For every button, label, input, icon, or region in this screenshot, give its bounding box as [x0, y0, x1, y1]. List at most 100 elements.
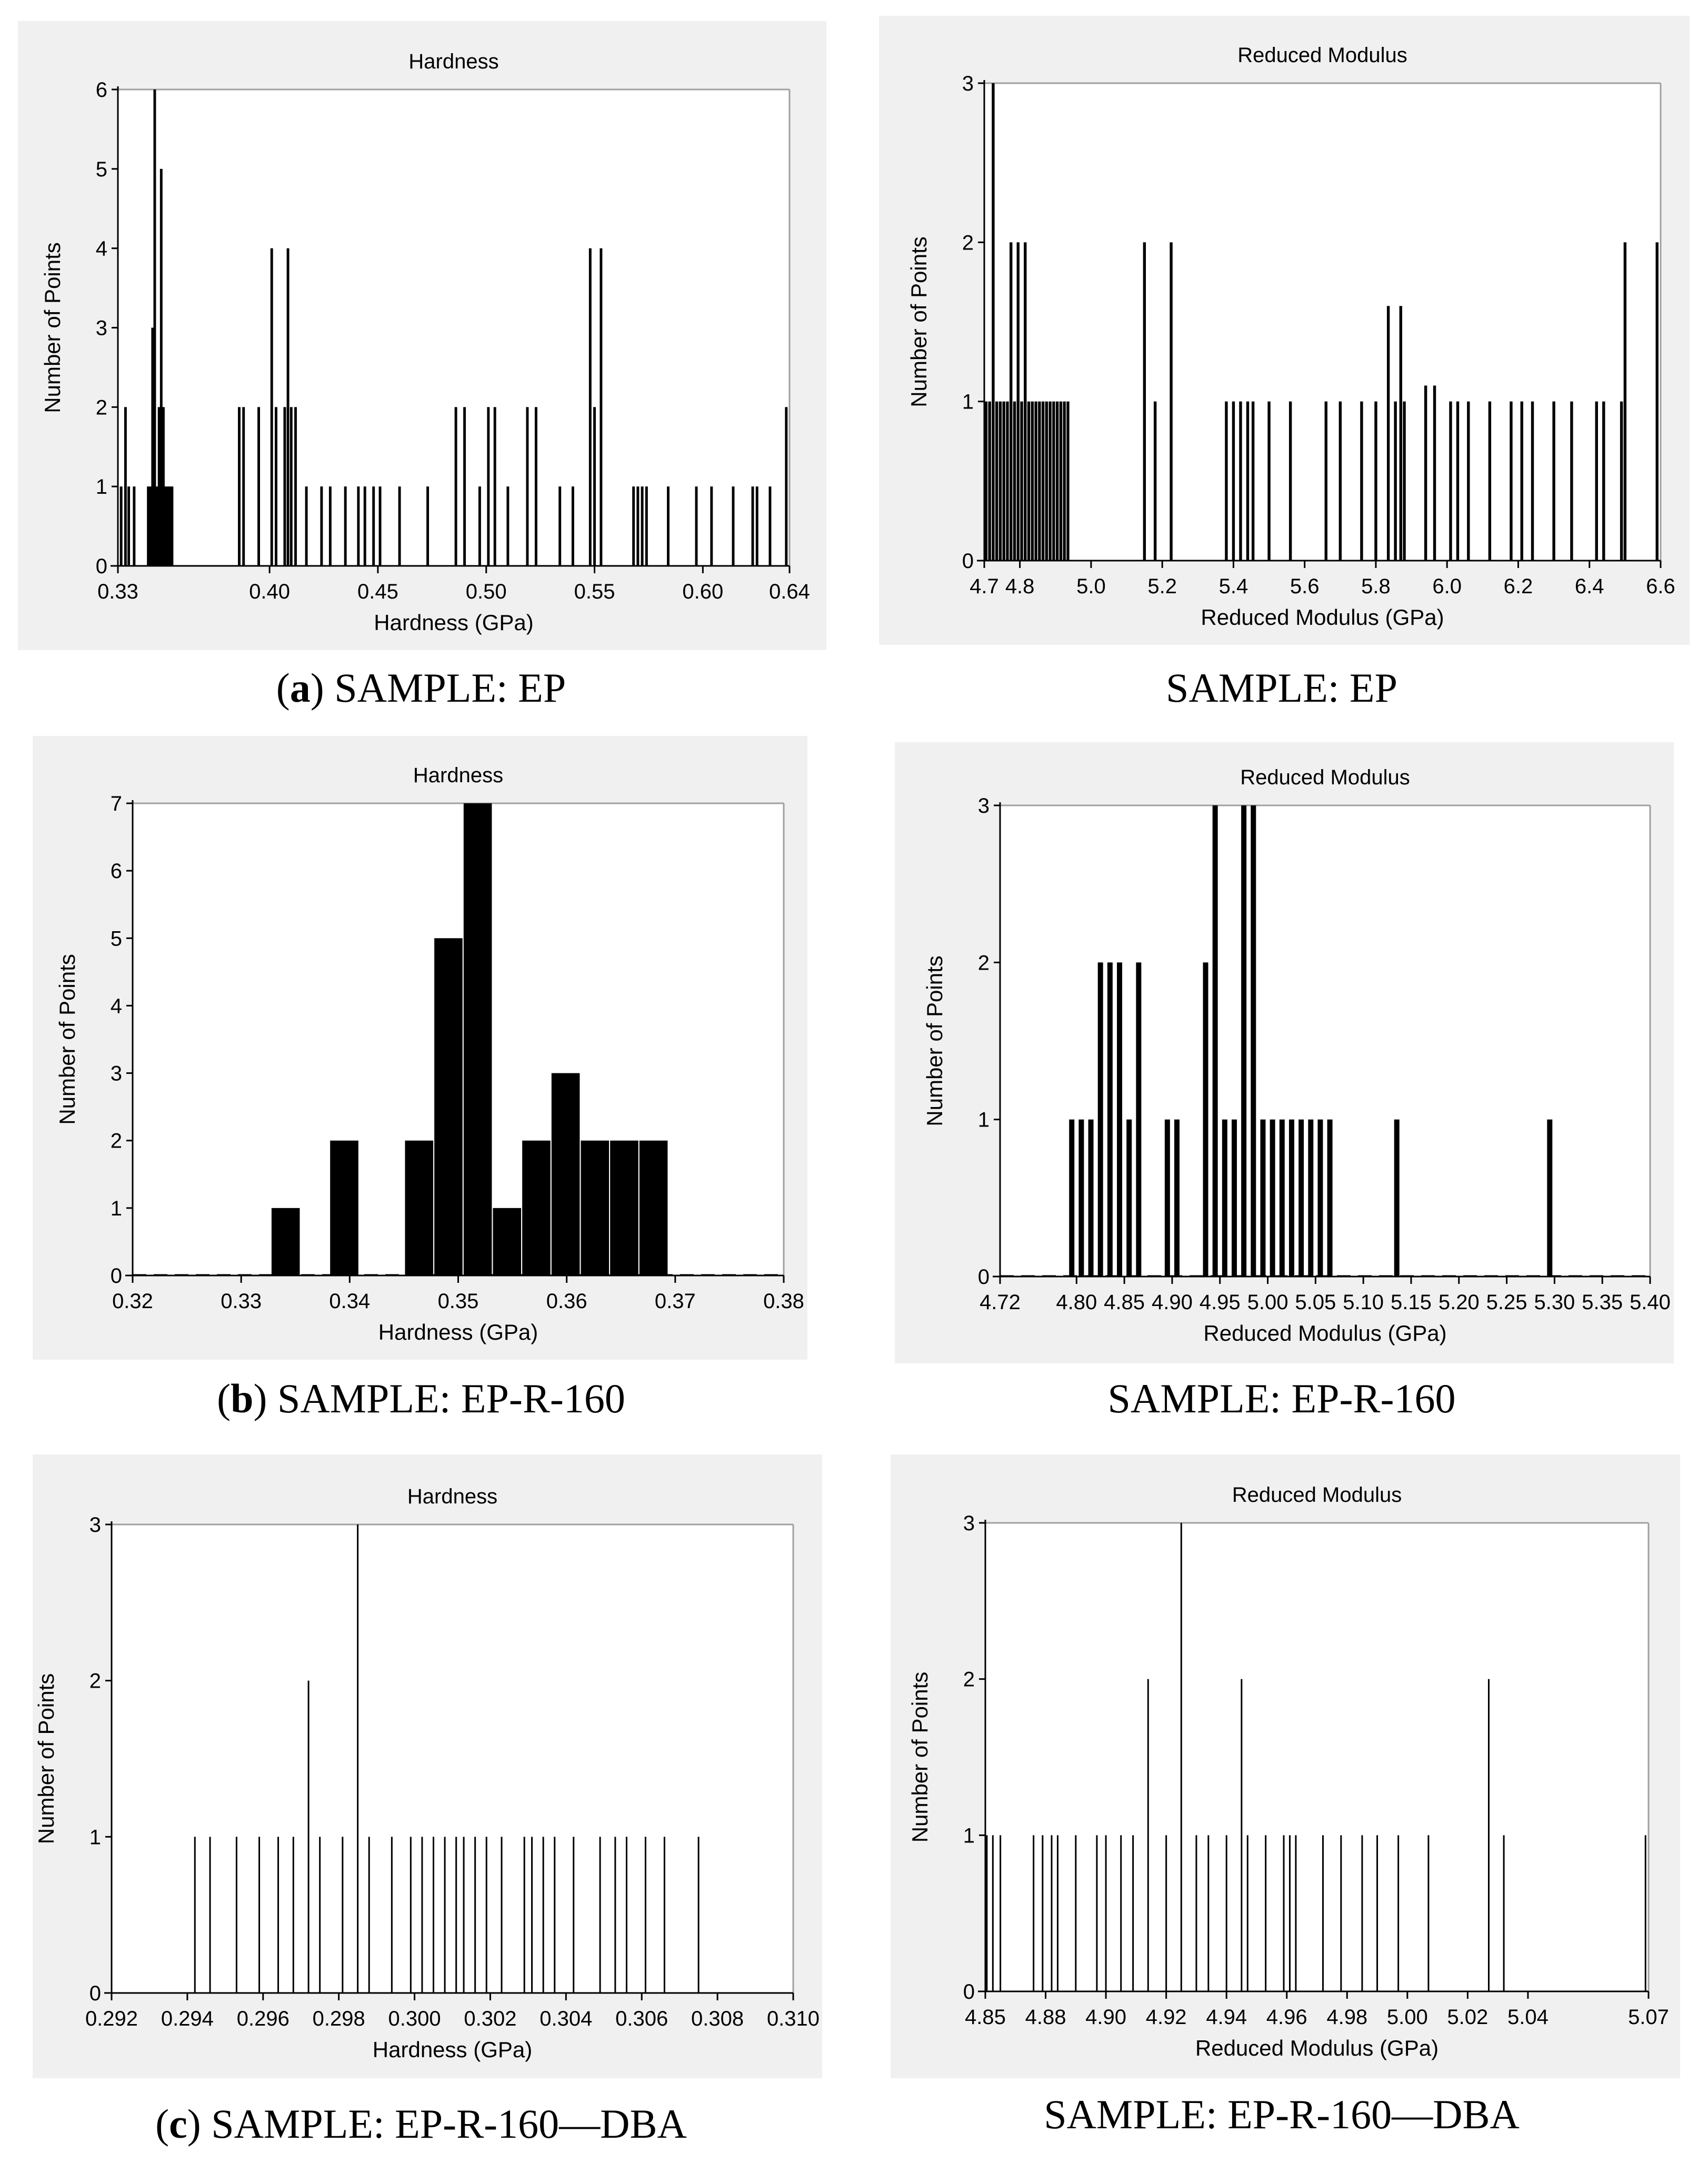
bar: [1052, 401, 1055, 561]
bar: [344, 486, 347, 566]
bar: [1289, 1835, 1291, 1991]
bar: [992, 83, 995, 561]
bar: [1010, 242, 1013, 561]
bar: [1107, 962, 1113, 1277]
bar: [1078, 1119, 1084, 1277]
histogram-modulus-ep: Reduced Modulus 0 1 2 3 4.7 4.8 5.0 5.2 5.4 5.6 5.8…: [879, 16, 1690, 645]
x-tick-label: 5.00: [1247, 1291, 1289, 1314]
x-tick-label: 5.0: [1076, 575, 1106, 598]
y-tick-label: 2: [89, 1670, 101, 1693]
y-tick-label: 1: [111, 1197, 122, 1220]
bar: [554, 1837, 556, 1993]
bar: [1132, 1835, 1134, 1991]
bar: [1487, 1679, 1490, 1991]
bar: [426, 486, 430, 566]
bar: [1340, 1835, 1342, 1991]
bar: [1289, 401, 1292, 561]
bar: [599, 1837, 601, 1993]
bar: [1308, 1119, 1314, 1277]
bar: [289, 407, 293, 566]
bar: [1033, 1835, 1035, 1991]
bar: [1241, 805, 1247, 1277]
chart-title: Hardness: [408, 50, 498, 73]
bar: [1024, 242, 1027, 561]
x-tick-label: 5.04: [1507, 2006, 1549, 2029]
bar: [493, 1208, 522, 1275]
bar: [493, 407, 496, 566]
y-axis-label: Number of Points: [922, 955, 947, 1126]
y-axis-label: Number of Points: [40, 242, 65, 413]
x-tick-label: 6.2: [1504, 575, 1533, 598]
bar: [1195, 1835, 1197, 1991]
bar: [157, 407, 161, 566]
bar: [1075, 1835, 1077, 1991]
plot-area: [1000, 805, 1650, 1277]
x-tick-label: 5.8: [1361, 575, 1391, 598]
y-tick-label: 3: [963, 1512, 975, 1535]
bar: [283, 407, 286, 566]
bar: [209, 1837, 211, 1993]
x-tick-label: 5.07: [1628, 2006, 1669, 2029]
bar: [1027, 401, 1031, 561]
x-tick-label: 5.10: [1343, 1291, 1384, 1314]
bar: [1180, 1523, 1182, 1991]
caption-c: (c) SAMPLE: EP-R-160—DBA: [155, 2101, 687, 2147]
bar: [319, 1837, 321, 1993]
y-tick-label: 2: [963, 1668, 975, 1691]
bar: [501, 1837, 503, 1993]
x-tick-label: 4.90: [1085, 2006, 1126, 2029]
bar: [1165, 1835, 1167, 1991]
bar: [194, 1837, 196, 1993]
y-tick-label: 3: [96, 317, 107, 340]
y-tick-label: 0: [962, 550, 974, 573]
x-tick-label: 6.6: [1646, 575, 1675, 598]
bar: [1041, 401, 1045, 561]
x-tick-label: 4.85: [965, 2006, 1006, 2029]
bar: [1488, 401, 1492, 561]
bar: [988, 401, 991, 561]
bar: [534, 407, 537, 566]
bar: [1552, 401, 1555, 561]
y-tick-label: 4: [96, 237, 107, 261]
bar: [1376, 1835, 1379, 1991]
bar: [632, 486, 635, 566]
bar: [1644, 1835, 1646, 1991]
bar: [984, 401, 988, 561]
bar: [1570, 401, 1573, 561]
x-tick-label: 5.25: [1486, 1291, 1527, 1314]
y-tick-label: 1: [963, 1824, 975, 1847]
bar: [1397, 1835, 1400, 1991]
bar: [463, 803, 492, 1275]
x-tick-label: 5.15: [1391, 1291, 1432, 1314]
bar: [732, 486, 735, 566]
bar: [235, 1837, 237, 1993]
bar: [478, 486, 481, 566]
y-axis-label: Number of Points: [907, 1672, 932, 1842]
bar: [593, 407, 596, 566]
bar: [1034, 401, 1037, 561]
bar: [434, 938, 463, 1275]
x-tick-label: 0.296: [237, 2007, 289, 2030]
x-tick-label: 0.302: [464, 2007, 516, 2030]
plot-area: [118, 89, 790, 566]
bar: [328, 486, 332, 566]
y-tick-label: 2: [111, 1130, 122, 1153]
bar: [164, 486, 167, 566]
bar: [986, 1835, 988, 1991]
bar: [1051, 1835, 1053, 1991]
bar: [506, 486, 510, 566]
bar: [1105, 1835, 1107, 1991]
bar: [1467, 401, 1470, 561]
bar: [391, 1837, 393, 1993]
y-tick-label: 0: [978, 1265, 990, 1289]
histogram-modulus-ep-r-160-dba: Reduced Modulus 0 1 2 3 4.85 4.88 4.90 4.92 4.94 4…: [891, 1454, 1680, 2078]
x-tick-label: 0.34: [329, 1290, 370, 1313]
bar: [270, 248, 273, 566]
x-tick-label: 5.40: [1630, 1291, 1671, 1314]
bar: [1232, 401, 1235, 561]
bar: [1097, 962, 1103, 1277]
bar: [485, 1837, 487, 1993]
histogram-hardness-ep: Hardness 0 1 2 3 4 5 6 0.33 0.40 0.45 0.50 0.55 0.60 0…: [18, 21, 826, 650]
x-tick-label: 0.300: [388, 2007, 441, 2030]
bar: [1056, 1835, 1058, 1991]
